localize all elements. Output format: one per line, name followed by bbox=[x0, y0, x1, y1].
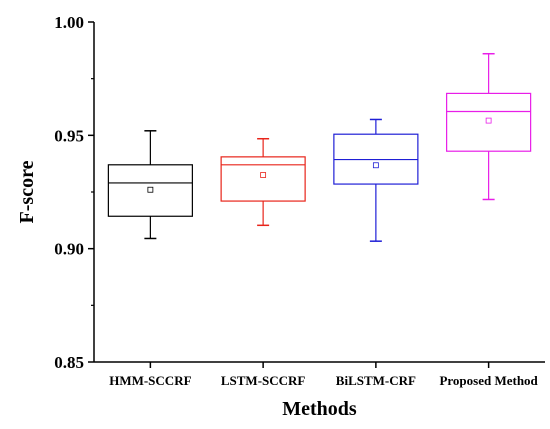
mean-marker bbox=[372, 162, 379, 169]
iqr-box bbox=[107, 164, 193, 217]
y-tick-label: 0.85 bbox=[54, 353, 84, 372]
y-tick-label: 0.90 bbox=[54, 240, 84, 259]
y-axis-title: F-score bbox=[16, 160, 38, 223]
mean-marker bbox=[260, 172, 267, 178]
y-axis-ticks: 0.85 0.90 0.95 1.00 bbox=[54, 13, 94, 372]
iqr-box bbox=[446, 92, 532, 152]
box-3 bbox=[333, 118, 419, 242]
y-tick-label: 1.00 bbox=[54, 13, 84, 32]
box-1 bbox=[107, 130, 193, 240]
x-tick-label: Proposed Method bbox=[439, 373, 538, 388]
mean-marker bbox=[147, 186, 154, 193]
x-tick-label: BiLSTM-CRF bbox=[336, 373, 416, 388]
y-tick-label: 0.95 bbox=[54, 126, 84, 145]
iqr-box bbox=[220, 156, 306, 202]
x-axis-ticks: HMM-SCCRF LSTM-SCCRF BiLSTM-CRF Proposed Me… bbox=[109, 362, 539, 388]
x-tick-label: LSTM-SCCRF bbox=[221, 373, 306, 388]
box-2 bbox=[220, 137, 306, 227]
mean-marker bbox=[485, 117, 492, 124]
box-4 bbox=[446, 52, 532, 201]
boxes-layer bbox=[107, 52, 532, 242]
x-axis-title: Methods bbox=[282, 398, 357, 420]
x-tick-label: HMM-SCCRF bbox=[109, 373, 191, 388]
